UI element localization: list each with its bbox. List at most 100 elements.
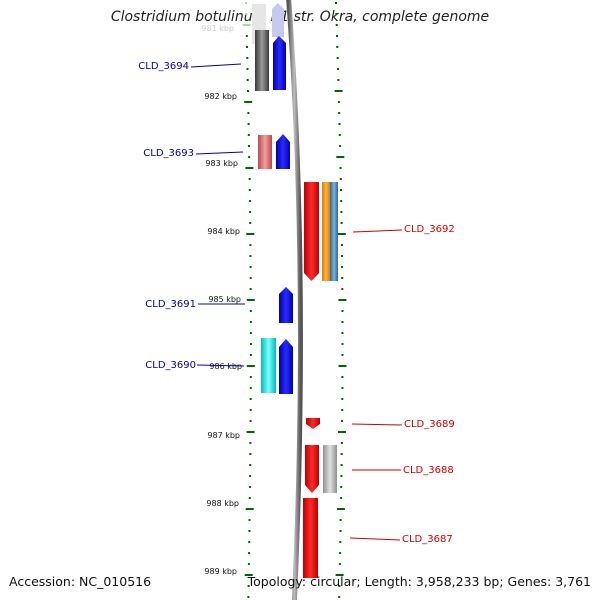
genome-title: Clostridium botulinum B1 str. Okra, comp… xyxy=(110,9,490,25)
minor-tick xyxy=(341,255,343,257)
minor-tick xyxy=(341,354,344,356)
gene-shape-cld3694-partner[interactable] xyxy=(255,30,269,91)
gene-label-cld3692[interactable]: CLD_3692 xyxy=(404,224,455,235)
minor-tick xyxy=(340,497,343,499)
accession-text: Accession: NC_010516 xyxy=(9,574,152,589)
minor-tick xyxy=(341,277,344,279)
minor-tick xyxy=(341,310,344,312)
gene-shape-cld3692-partner-a[interactable] xyxy=(322,182,330,281)
gene-label-cld3688[interactable]: CLD_3688 xyxy=(403,465,454,476)
gene-shape-cld3690-partner[interactable] xyxy=(261,338,276,393)
minor-tick xyxy=(340,464,343,466)
gene-shape-cld3688[interactable] xyxy=(305,445,319,493)
minor-tick xyxy=(249,387,252,389)
genome-summary-text: Topology: circular; Length: 3,958,233 bp… xyxy=(247,574,591,589)
minor-tick xyxy=(246,46,248,48)
major-tick xyxy=(338,299,347,301)
minor-tick xyxy=(339,178,342,180)
minor-tick xyxy=(335,2,337,4)
minor-tick xyxy=(340,453,343,455)
axis-tick-label: 987 kbp xyxy=(207,431,240,440)
minor-tick xyxy=(249,464,252,466)
gene-shape-cld3692-partner-b[interactable] xyxy=(330,182,338,281)
minor-tick xyxy=(340,189,342,191)
major-tick xyxy=(245,508,254,510)
minor-tick xyxy=(341,288,344,290)
axis-tick-label: 984 kbp xyxy=(207,227,240,236)
minor-tick xyxy=(340,244,343,246)
major-tick xyxy=(335,574,344,576)
minor-tick xyxy=(248,156,251,158)
minor-tick xyxy=(339,519,342,521)
minor-tick xyxy=(249,277,252,279)
major-tick xyxy=(336,508,345,510)
minor-tick xyxy=(338,563,341,565)
major-tick xyxy=(338,431,346,433)
gene-shape-cld3691[interactable] xyxy=(279,287,293,323)
major-tick xyxy=(337,233,346,235)
gene-label-cld3690[interactable]: CLD_3690 xyxy=(145,360,196,371)
minor-tick xyxy=(249,442,252,444)
leader-line xyxy=(349,537,401,541)
minor-tick xyxy=(246,68,249,70)
minor-tick xyxy=(249,420,252,422)
gene-shape-cld3693[interactable] xyxy=(276,134,290,169)
gene-label-cld3693[interactable]: CLD_3693 xyxy=(143,148,194,159)
minor-tick xyxy=(341,266,344,268)
major-tick xyxy=(244,574,253,576)
minor-tick xyxy=(248,519,251,521)
minor-tick xyxy=(247,90,249,92)
reverse-strand-genes xyxy=(303,182,338,578)
minor-tick xyxy=(247,112,250,114)
gene-shape-cld3690[interactable] xyxy=(279,339,293,394)
minor-tick xyxy=(249,244,252,246)
minor-tick xyxy=(249,288,252,290)
leader-line xyxy=(190,63,242,68)
minor-tick xyxy=(249,266,252,268)
gene-shape-cld3694[interactable] xyxy=(273,36,286,90)
reverse-gene-labels: CLD_3692 CLD_3689 CLD_3688 CLD_3687 xyxy=(349,224,455,545)
minor-tick xyxy=(249,409,252,411)
gene-shape-cld3693-partner[interactable] xyxy=(258,135,272,169)
minor-tick xyxy=(249,398,252,400)
minor-tick xyxy=(249,255,252,257)
axis-tick-label: 989 kbp xyxy=(204,567,237,576)
genome-backbone xyxy=(286,0,304,600)
major-tick xyxy=(336,156,345,158)
major-tick xyxy=(244,101,253,103)
gene-label-cld3687[interactable]: CLD_3687 xyxy=(402,534,453,545)
minor-tick xyxy=(341,332,344,334)
gene-shape-cld3692[interactable] xyxy=(304,182,319,281)
minor-tick xyxy=(339,167,342,169)
gene-shape-cld3689[interactable] xyxy=(306,418,320,429)
gene-label-cld3689[interactable]: CLD_3689 xyxy=(404,419,455,430)
axis-tick-label: 988 kbp xyxy=(206,499,239,508)
gene-label-cld3691[interactable]: CLD_3691 xyxy=(145,299,196,310)
major-tick xyxy=(334,90,343,92)
gene-shape-cld3688-partner[interactable] xyxy=(323,445,337,493)
minor-tick xyxy=(336,35,338,37)
minor-tick xyxy=(340,222,343,224)
axis-track-right xyxy=(334,2,347,598)
axis-tick-label: 981 kbp xyxy=(201,24,234,33)
minor-tick xyxy=(249,211,252,213)
minor-tick xyxy=(248,530,251,532)
forward-strand-genes xyxy=(252,3,293,394)
minor-tick xyxy=(249,354,252,356)
minor-tick xyxy=(249,321,252,323)
minor-tick xyxy=(340,475,343,477)
minor-tick xyxy=(338,112,341,114)
gene-shape-cld3687[interactable] xyxy=(303,498,318,578)
major-tick xyxy=(246,233,255,235)
minor-tick xyxy=(249,222,252,224)
leader-line xyxy=(196,364,245,367)
minor-tick xyxy=(245,13,248,15)
minor-tick xyxy=(249,310,252,312)
minor-tick xyxy=(248,541,251,543)
leader-line xyxy=(195,151,244,155)
axis-tick-label: 983 kbp xyxy=(205,159,238,168)
gene-label-cld3694[interactable]: CLD_3694 xyxy=(138,61,189,72)
minor-tick xyxy=(246,79,249,81)
forward-gene-labels: CLD_3694 CLD_3693 CLD_3691 CLD_3690 xyxy=(138,61,245,371)
